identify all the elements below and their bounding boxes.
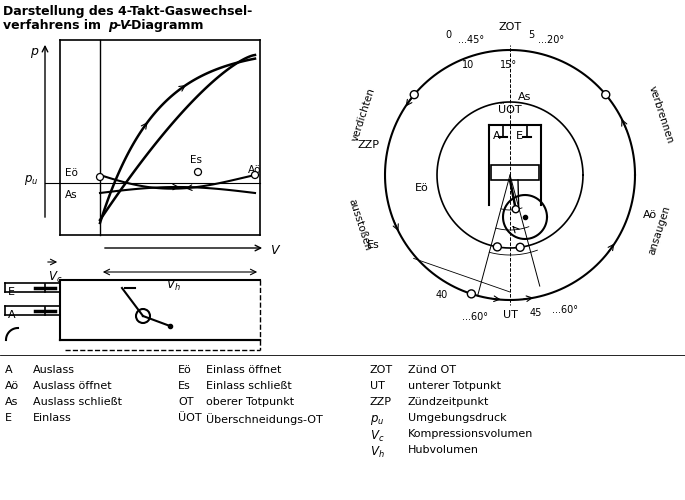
Text: Hubvolumen: Hubvolumen [408, 445, 479, 455]
Text: ÜOT: ÜOT [178, 413, 201, 423]
Text: 5: 5 [528, 30, 534, 40]
Text: 0: 0 [445, 30, 451, 40]
Text: ZOT: ZOT [499, 22, 521, 32]
Circle shape [516, 244, 524, 252]
Text: V: V [119, 19, 129, 32]
Circle shape [512, 206, 519, 212]
Text: Eö: Eö [178, 365, 192, 375]
Text: oberer Totpunkt: oberer Totpunkt [206, 397, 294, 407]
Text: Eö: Eö [415, 183, 429, 193]
Text: 10: 10 [462, 60, 474, 70]
Circle shape [467, 290, 475, 298]
Text: 40: 40 [436, 290, 448, 300]
Circle shape [195, 168, 201, 175]
Text: unterer Totpunkt: unterer Totpunkt [408, 381, 501, 391]
Text: Es: Es [190, 155, 202, 165]
Text: Einlass: Einlass [33, 413, 72, 423]
Text: $p_u$: $p_u$ [370, 413, 384, 427]
Text: $V_h$: $V_h$ [166, 278, 180, 293]
Text: $V_h$: $V_h$ [370, 445, 385, 460]
Text: -: - [115, 19, 120, 32]
Text: verdichten: verdichten [350, 87, 377, 143]
Text: ausstoßen: ausstoßen [347, 198, 373, 252]
Text: UT: UT [370, 381, 385, 391]
Text: ...60°: ...60° [462, 312, 488, 322]
Text: 15°: 15° [500, 60, 517, 70]
Text: Es: Es [367, 240, 380, 250]
Text: Einlass schließt: Einlass schließt [206, 381, 292, 391]
Text: Zünd OT: Zünd OT [408, 365, 456, 375]
Text: Darstellung des 4-Takt-Gaswechsel-: Darstellung des 4-Takt-Gaswechsel- [3, 5, 252, 18]
Text: p: p [30, 45, 38, 58]
Text: $p_u$: $p_u$ [24, 173, 38, 187]
Text: E: E [516, 131, 523, 141]
Circle shape [136, 309, 150, 323]
Text: UT: UT [503, 310, 517, 320]
Text: $V_c$: $V_c$ [48, 270, 62, 285]
Text: p: p [108, 19, 117, 32]
Circle shape [97, 174, 103, 180]
Text: Zündzeitpunkt: Zündzeitpunkt [408, 397, 489, 407]
Text: Es: Es [178, 381, 190, 391]
Text: ZZP: ZZP [370, 397, 392, 407]
Circle shape [410, 90, 419, 98]
Circle shape [251, 172, 258, 178]
Text: 45: 45 [530, 308, 543, 318]
Text: -Diagramm: -Diagramm [126, 19, 203, 32]
Text: Auslass: Auslass [33, 365, 75, 375]
Text: Umgebungsdruck: Umgebungsdruck [408, 413, 507, 423]
Text: Auslass schließt: Auslass schließt [33, 397, 122, 407]
Text: Aö: Aö [643, 210, 657, 220]
Text: verfahrens im: verfahrens im [3, 19, 105, 32]
Text: ...45°: ...45° [458, 35, 484, 45]
Text: OT: OT [178, 397, 193, 407]
Text: As: As [5, 397, 18, 407]
Text: Überschneidungs-OT: Überschneidungs-OT [206, 413, 323, 425]
Text: ZOT: ZOT [370, 365, 393, 375]
Text: $V_c$: $V_c$ [370, 429, 384, 444]
Text: E: E [5, 413, 12, 423]
Text: As: As [65, 190, 77, 200]
Text: A: A [8, 310, 16, 320]
Text: E: E [8, 287, 15, 297]
Text: Kompressionsvolumen: Kompressionsvolumen [408, 429, 534, 439]
Circle shape [601, 90, 610, 98]
Text: Auslass öffnet: Auslass öffnet [33, 381, 112, 391]
Text: V: V [270, 244, 279, 257]
Text: verbrennen: verbrennen [647, 85, 675, 145]
Circle shape [493, 243, 501, 251]
Text: Aö: Aö [5, 381, 19, 391]
Text: Einlass öffnet: Einlass öffnet [206, 365, 282, 375]
Text: A: A [493, 131, 501, 141]
Text: ZZP: ZZP [358, 140, 380, 150]
Text: ÜOT: ÜOT [498, 105, 522, 115]
Text: ...20°: ...20° [538, 35, 564, 45]
Text: Aö: Aö [248, 165, 262, 175]
Text: ansaugen: ansaugen [647, 204, 672, 256]
Text: A: A [5, 365, 12, 375]
Bar [491, 165, 539, 180]
Text: Eö: Eö [65, 168, 78, 178]
Text: ...60°: ...60° [552, 305, 578, 315]
Text: As: As [518, 92, 532, 102]
